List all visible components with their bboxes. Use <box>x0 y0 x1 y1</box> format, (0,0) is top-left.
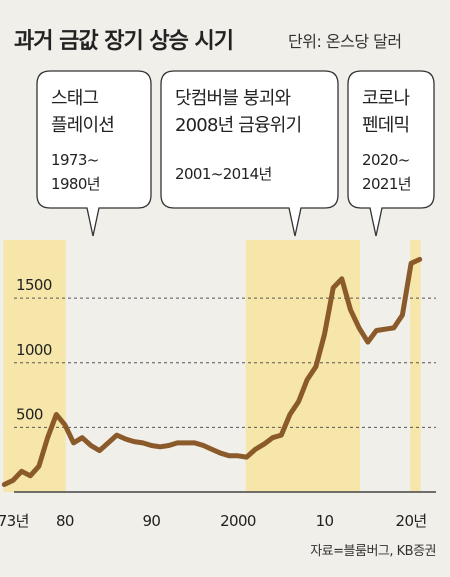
source-note: 자료=블룸버그, KB증권 <box>310 544 436 559</box>
period-callouts: 스태그 플레이션 1973~ 1980년 닷컴버블 붕괴와 2008년 금융위기 2001~… <box>36 70 435 237</box>
highlight-bands <box>3 240 421 492</box>
chart-title: 과거 금값 장기 상승 시기 <box>14 29 233 54</box>
gridlines <box>14 297 436 428</box>
x-tick-2020: 20년 <box>396 512 427 530</box>
highlight-band-1 <box>3 240 66 492</box>
unit-label: 단위: 온스당 달러 <box>288 32 402 51</box>
x-tick-2000: 2000 <box>220 512 256 530</box>
y-tick-1000: 1000 <box>16 341 52 359</box>
callout-1: 스태그 플레이션 1973~ 1980년 <box>36 70 152 237</box>
callout-label: 닷컴버블 붕괴와 2008년 금융위기 <box>175 88 301 136</box>
callout-label: 코로나 펜데믹 <box>362 88 410 136</box>
x-tick-1973: 1973년 <box>0 512 29 530</box>
callout-box <box>36 70 152 237</box>
callout-box <box>347 70 435 237</box>
x-tick-1980: 80 <box>56 512 74 530</box>
y-tick-1500: 1500 <box>16 276 52 294</box>
callout-3: 코로나 펜데믹 2020~ 2021년 <box>347 70 435 237</box>
callout-years: 1973~ 1980년 <box>51 151 100 193</box>
callout-label: 스태그 플레이션 <box>51 88 114 136</box>
callout-2: 닷컴버블 붕괴와 2008년 금융위기 2001~2014년 <box>160 70 339 237</box>
y-tick-labels: 500 1000 1500 <box>16 276 52 423</box>
gold-price-line <box>1 256 423 487</box>
callout-box <box>160 70 339 237</box>
x-tick-labels: 1973년 80 90 2000 10 20년 <box>0 512 427 530</box>
highlight-band-3 <box>410 240 421 492</box>
y-tick-500: 500 <box>16 405 43 423</box>
x-tick-1990: 90 <box>142 512 160 530</box>
callout-years: 2020~ 2021년 <box>362 151 411 193</box>
callout-years: 2001~2014년 <box>175 165 272 183</box>
x-tick-2010: 10 <box>316 512 334 530</box>
